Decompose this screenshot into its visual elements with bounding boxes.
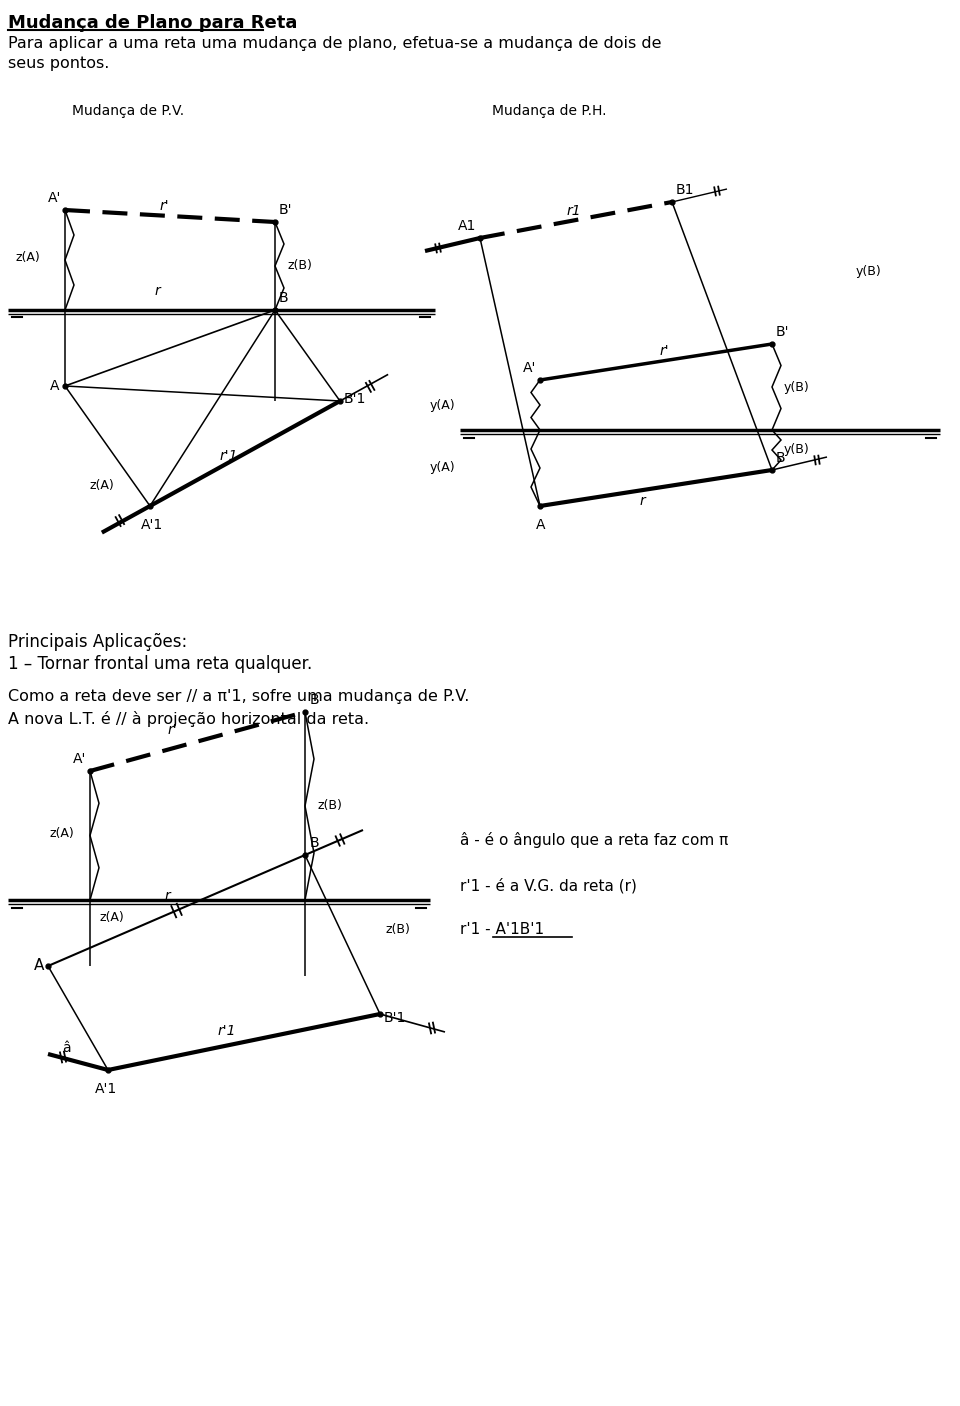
Text: y(B): y(B): [856, 264, 881, 277]
Text: r': r': [168, 723, 178, 737]
Text: seus pontos.: seus pontos.: [8, 56, 109, 70]
Text: A1: A1: [458, 219, 476, 233]
Text: r': r': [660, 344, 670, 359]
Text: A: A: [50, 380, 59, 394]
Text: A': A': [48, 191, 61, 205]
Text: B: B: [776, 451, 785, 465]
Text: B': B': [310, 693, 324, 707]
Text: r: r: [155, 284, 160, 298]
Text: y(B): y(B): [784, 443, 809, 457]
Text: B1: B1: [676, 183, 694, 197]
Text: z(A): z(A): [90, 479, 115, 492]
Text: A': A': [522, 361, 536, 375]
Text: r'1: r'1: [220, 449, 238, 463]
Text: A'1: A'1: [141, 517, 163, 531]
Text: z(A): z(A): [100, 911, 125, 925]
Text: y(B): y(B): [784, 381, 809, 394]
Text: B: B: [279, 291, 289, 305]
Text: B'1: B'1: [384, 1011, 406, 1025]
Text: r1: r1: [567, 204, 582, 218]
Text: 1 – Tornar frontal uma reta qualquer.: 1 – Tornar frontal uma reta qualquer.: [8, 655, 312, 673]
Text: Mudança de P.H.: Mudança de P.H.: [492, 104, 607, 118]
Text: y(A): y(A): [429, 398, 455, 412]
Text: Principais Aplicações:: Principais Aplicações:: [8, 633, 187, 651]
Text: r': r': [160, 200, 170, 212]
Text: B: B: [310, 837, 320, 851]
Text: z(B): z(B): [385, 922, 410, 936]
Text: A: A: [34, 959, 44, 973]
Text: z(A): z(A): [15, 252, 39, 264]
Text: r: r: [640, 494, 646, 508]
Text: Mudança de Plano para Reta: Mudança de Plano para Reta: [8, 14, 298, 32]
Text: B'1: B'1: [344, 392, 367, 406]
Text: A': A': [73, 752, 86, 766]
Text: A'1: A'1: [95, 1083, 117, 1097]
Text: Mudança de P.V.: Mudança de P.V.: [72, 104, 184, 118]
Text: B': B': [279, 202, 293, 217]
Text: A nova L.T. é // à projeção horizontal da reta.: A nova L.T. é // à projeção horizontal d…: [8, 711, 370, 727]
Text: â - é o ângulo que a reta faz com π: â - é o ângulo que a reta faz com π: [460, 832, 729, 848]
Text: Para aplicar a uma reta uma mudança de plano, efetua-se a mudança de dois de: Para aplicar a uma reta uma mudança de p…: [8, 37, 661, 51]
Text: r'1: r'1: [218, 1024, 236, 1038]
Text: z(B): z(B): [317, 800, 342, 813]
Text: z(A): z(A): [50, 827, 75, 839]
Text: z(B): z(B): [287, 260, 312, 273]
Text: A: A: [536, 517, 545, 531]
Text: r'1 - A'1B'1: r'1 - A'1B'1: [460, 922, 544, 938]
Text: r'1 - é a V.G. da reta (r): r'1 - é a V.G. da reta (r): [460, 879, 636, 894]
Text: B': B': [776, 325, 789, 339]
Text: y(A): y(A): [429, 461, 455, 474]
Text: r: r: [165, 889, 171, 903]
Text: â: â: [62, 1040, 71, 1054]
Text: Como a reta deve ser // a π'1, sofre uma mudança de P.V.: Como a reta deve ser // a π'1, sofre uma…: [8, 689, 469, 704]
